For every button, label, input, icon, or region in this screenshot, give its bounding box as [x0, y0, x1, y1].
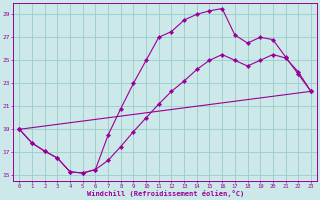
X-axis label: Windchill (Refroidissement éolien,°C): Windchill (Refroidissement éolien,°C): [86, 190, 244, 197]
